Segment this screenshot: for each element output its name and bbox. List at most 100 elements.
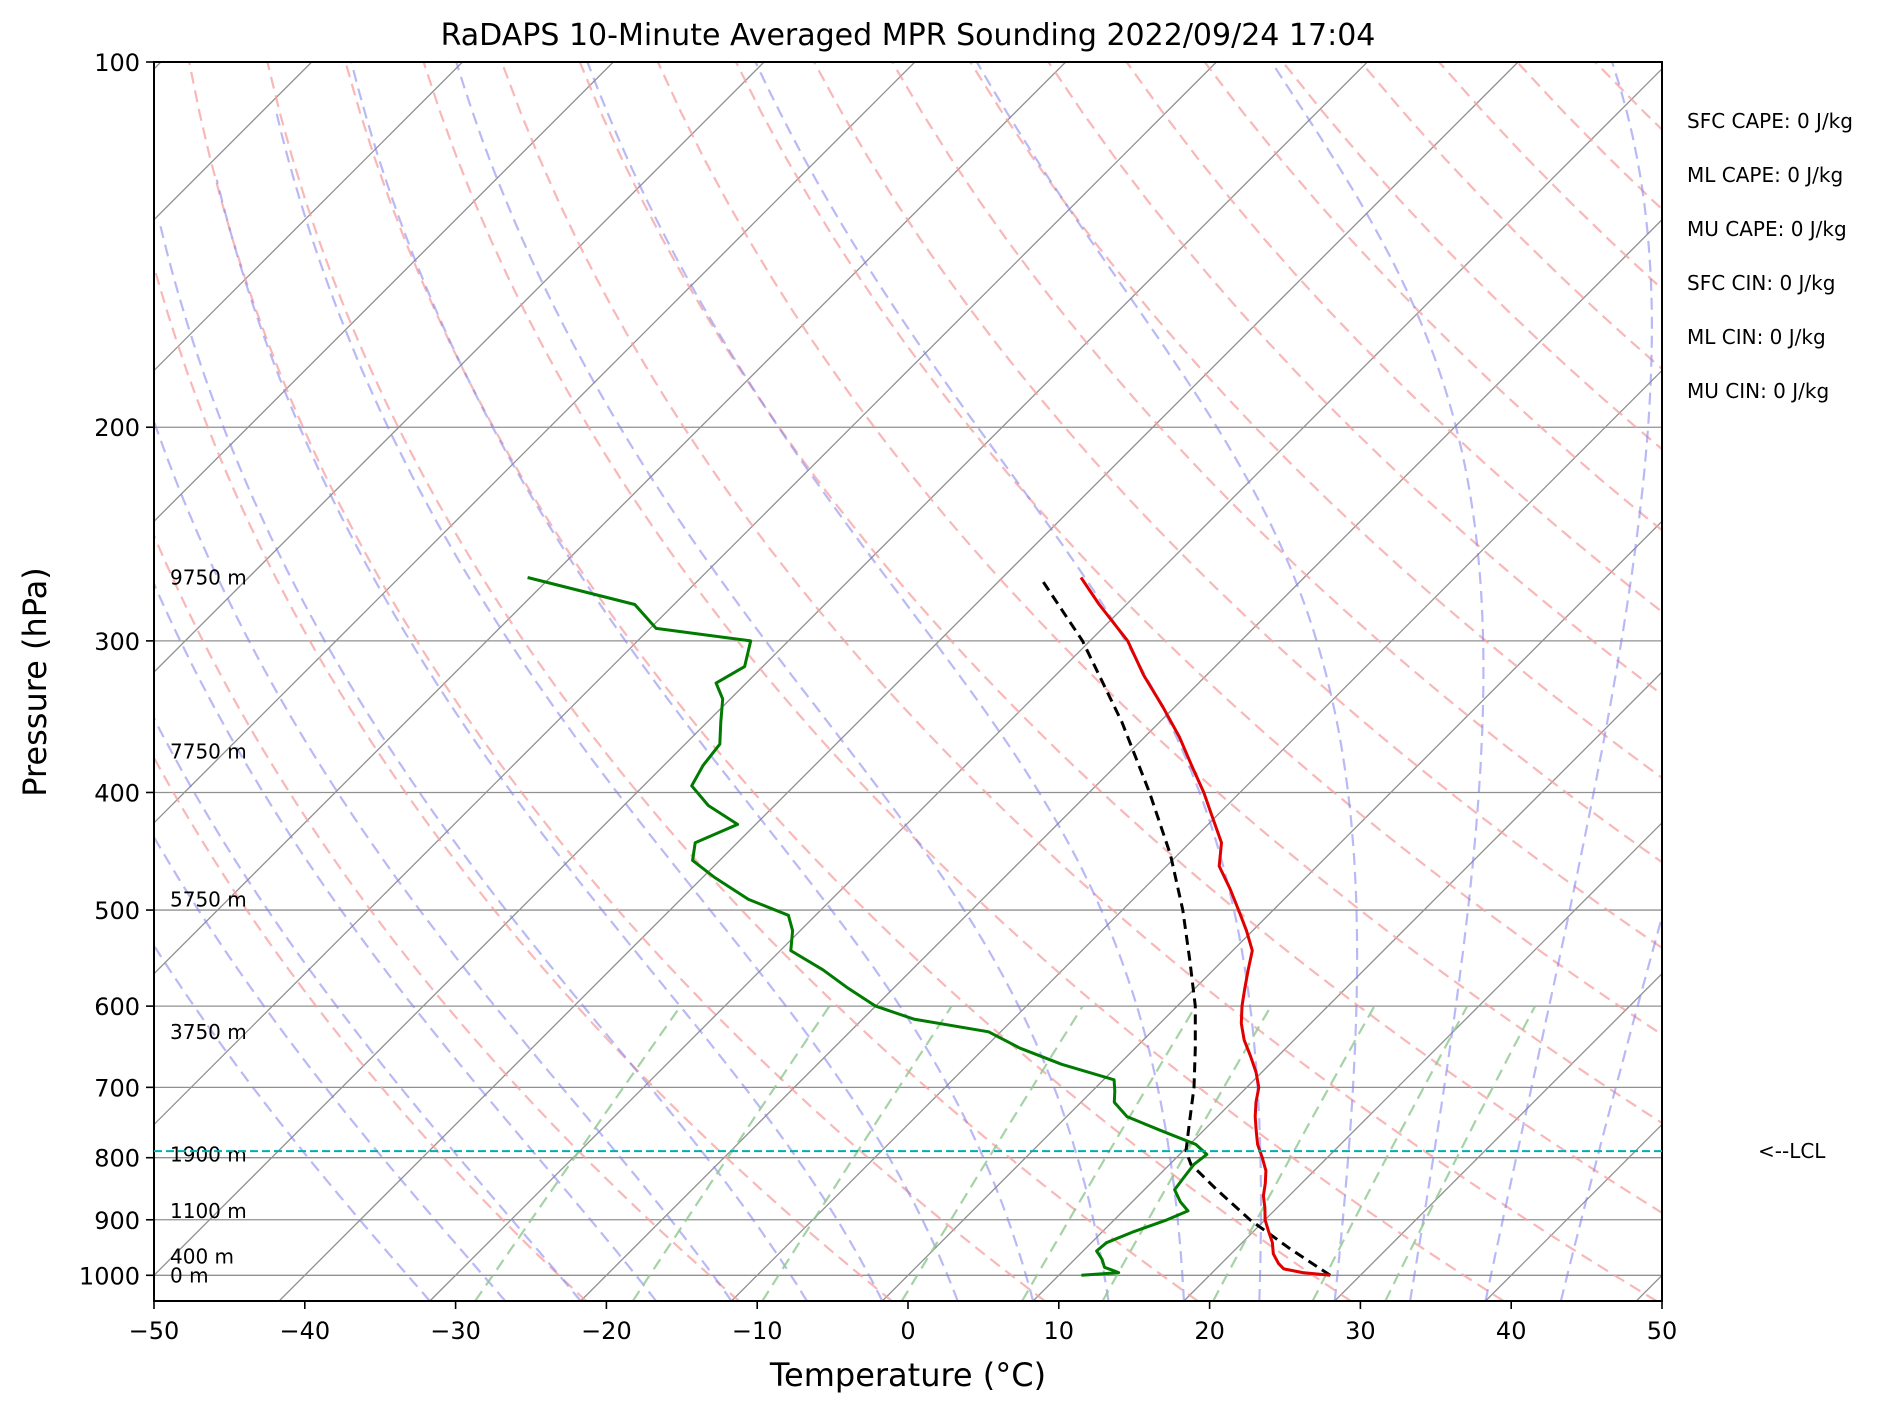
y-tick-label: 300: [94, 628, 140, 656]
dry-adiabat: [813, 62, 1662, 950]
dry-adiabat: [154, 532, 740, 1301]
parcel-profile-line: [1039, 576, 1332, 1277]
moist-adiabat: [586, 62, 1185, 1301]
height-label: 9750 m: [170, 566, 247, 590]
mixing-ratio-line: [1101, 1005, 1272, 1301]
isotherm-line: [154, 62, 614, 523]
dry-adiabat: [154, 755, 587, 1301]
y-tick-label: 500: [94, 897, 140, 925]
plot-frame: [153, 61, 1663, 1302]
isotherm-line: [1032, 671, 1662, 1301]
dry-adiabat: [1516, 62, 1662, 211]
dry-adiabat: [1360, 62, 1662, 371]
dry-adiabat: [1281, 62, 1662, 451]
mixing-ratio-line: [1384, 1005, 1537, 1301]
chart-title: RaDAPS 10-Minute Averaged MPR Sounding 2…: [441, 18, 1376, 53]
moist-adiabat: [154, 418, 733, 1301]
height-label: 400 m: [170, 1245, 234, 1269]
dry-adiabat: [344, 62, 1352, 1301]
moist-adiabat: [154, 581, 657, 1301]
isotherm-line: [0, 62, 10, 1301]
x-tick-label: 0: [900, 1317, 915, 1345]
moist-adiabat: [455, 62, 1110, 1301]
mixing-ratio-line: [631, 1005, 831, 1301]
dry-adiabat: [1125, 62, 1662, 614]
isotherm-line: [1787, 62, 1882, 1301]
height-label: 1900 m: [170, 1142, 247, 1166]
y-tick-label: 800: [94, 1145, 140, 1173]
height-label: 3750 m: [170, 1020, 247, 1044]
mixing-ratio-line: [1212, 1005, 1376, 1301]
x-tick-label: −40: [279, 1317, 330, 1345]
dry-adiabat: [969, 62, 1662, 780]
dry-adiabat: [422, 62, 1505, 1301]
moist-adiabat: [154, 835, 507, 1301]
dry-adiabat: [891, 62, 1662, 864]
dry-adiabat: [735, 62, 1662, 1036]
dry-adiabat: [266, 62, 1199, 1301]
stability-index-text: MU CAPE: 0 J/kg: [1687, 217, 1847, 241]
isotherm-line: [154, 62, 916, 824]
isotherm-line: [580, 218, 1662, 1301]
dry-adiabat: [188, 62, 1046, 1301]
dry-adiabat: [500, 62, 1658, 1301]
y-tick-label: 1000: [79, 1262, 140, 1290]
moist-adiabat: [975, 62, 1359, 1301]
lcl-label: <--LCL: [1758, 1139, 1826, 1163]
dry-adiabat: [1438, 62, 1662, 291]
moist-adiabat: [154, 715, 582, 1301]
y-tick-label: 100: [94, 49, 140, 77]
moist-adiabat: [275, 111, 959, 1301]
isotherm-line: [881, 520, 1662, 1301]
height-label: 1100 m: [170, 1199, 247, 1223]
isotherm-line: [1334, 972, 1662, 1301]
x-tick-label: 40: [1496, 1317, 1527, 1345]
moist-adiabat: [1484, 62, 1654, 1301]
x-tick-label: 20: [1194, 1317, 1225, 1345]
isotherm-line: [1635, 1274, 1662, 1301]
dry-adiabat: [1594, 62, 1662, 132]
height-label: 5750 m: [170, 887, 247, 911]
stability-index-text: MU CIN: 0 J/kg: [1687, 379, 1829, 403]
y-tick-label: 600: [94, 993, 140, 1021]
stability-index-text: ML CIN: 0 J/kg: [1687, 325, 1826, 349]
x-tick-label: −50: [129, 1317, 180, 1345]
isotherm-line: [154, 62, 765, 674]
isotherm-line: [1183, 821, 1662, 1301]
stability-index-text: SFC CIN: 0 J/kg: [1687, 271, 1835, 295]
moist-adiabat: [154, 943, 431, 1301]
mixing-ratio-line: [1021, 1005, 1197, 1301]
moist-adiabat: [754, 62, 1263, 1301]
y-tick-label: 900: [94, 1207, 140, 1235]
mixing-ratio-line: [474, 1005, 682, 1301]
x-tick-label: −20: [581, 1317, 632, 1345]
isotherm-line: [154, 62, 463, 372]
x-tick-label: 30: [1345, 1317, 1376, 1345]
mixing-ratio-line: [1311, 1005, 1469, 1301]
y-tick-label: 700: [94, 1074, 140, 1102]
moist-adiabat: [350, 62, 1035, 1301]
isotherm-line: [278, 62, 1519, 1301]
dry-adiabat: [1047, 62, 1662, 696]
y-tick-label: 200: [94, 414, 140, 442]
dry-adiabat: [656, 62, 1662, 1125]
y-tick-label: 400: [94, 779, 140, 807]
stability-index-text: ML CAPE: 0 J/kg: [1687, 163, 1843, 187]
moist-adiabat: [1559, 912, 1662, 1301]
isotherm-line: [429, 67, 1662, 1301]
y-axis-label: Pressure (hPa): [16, 567, 54, 797]
height-label: 7750 m: [170, 739, 247, 763]
isotherm-line: [154, 62, 1217, 1126]
dewpoint-profile-line: [527, 576, 1209, 1277]
x-tick-label: −10: [732, 1317, 783, 1345]
moist-adiabat: [215, 179, 884, 1301]
dry-adiabat: [1203, 62, 1662, 532]
dry-adiabat: [154, 262, 893, 1301]
stability-index-text: SFC CAPE: 0 J/kg: [1687, 109, 1853, 133]
mixing-ratio-line: [761, 1005, 953, 1301]
x-tick-label: 50: [1647, 1317, 1678, 1345]
isotherm-line: [1485, 1123, 1662, 1301]
height-label: 0 m: [170, 1263, 209, 1287]
